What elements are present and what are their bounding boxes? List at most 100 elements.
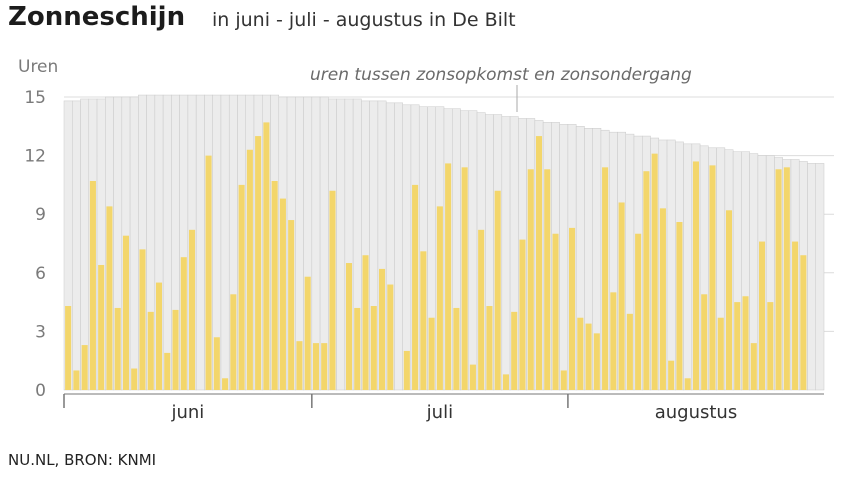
daylight-bar <box>559 124 569 391</box>
sunshine-bar <box>205 155 212 390</box>
daylight-bar <box>501 116 511 391</box>
sunshine-bar <box>783 167 790 390</box>
sunshine-bar <box>155 282 163 390</box>
annotation-text: uren tussen zonsopkomst en zonsondergang <box>310 65 692 85</box>
sunshine-bar <box>420 251 427 390</box>
sunshine-bar <box>775 169 782 390</box>
sunshine-bar <box>618 202 625 390</box>
sunshine-bar <box>271 180 278 390</box>
sunshine-bar <box>486 306 493 390</box>
sunshine-bar <box>436 206 443 390</box>
sunshine-bar <box>263 122 270 390</box>
sunshine-bar <box>222 378 229 390</box>
sunshine-bar <box>213 337 220 390</box>
sunshine-bar <box>676 222 683 390</box>
sunshine-bar <box>89 180 96 390</box>
sunshine-bar <box>651 153 658 390</box>
y-tick-label-9: 9 <box>35 205 46 225</box>
daylight-bar <box>195 94 205 391</box>
sunshine-bar <box>428 317 435 390</box>
axis-labels: 0 3 6 9 12 15 juni juli augustus <box>24 88 737 423</box>
sunshine-bar <box>701 294 708 390</box>
sunshine-bar <box>238 184 245 390</box>
sunshine-bar <box>345 263 353 390</box>
daylight-bar <box>815 163 825 391</box>
x-tick-label-juni: juni <box>170 402 204 423</box>
sunshine-bar <box>445 163 452 390</box>
x-tick-label-juli: juli <box>426 402 453 423</box>
sunshine-bar <box>502 374 509 390</box>
sunshine-bar <box>403 350 410 390</box>
sunshine-bar <box>469 364 476 390</box>
sunshine-bar <box>329 190 336 390</box>
sunshine-bar <box>73 370 80 390</box>
sunshine-bar <box>296 341 303 390</box>
sunshine-bar <box>172 309 179 390</box>
sunshine-bar <box>321 343 328 390</box>
y-tick-label-0: 0 <box>35 381 46 401</box>
daylight-bar <box>402 104 412 391</box>
sunshine-bar <box>552 233 559 390</box>
sunshine-bar <box>139 249 146 390</box>
x-axis <box>63 393 824 408</box>
sunshine-bar <box>412 184 419 390</box>
sunshine-bar <box>354 307 361 390</box>
sunshine-bar <box>742 296 749 390</box>
daylight-bar <box>336 98 346 391</box>
sunshine-bar <box>255 136 262 390</box>
daylight-bar <box>162 94 172 391</box>
sunshine-bar-chart: 0 3 6 9 12 15 juni juli augustus Uren uren tusse… <box>18 57 834 423</box>
y-tick-label-15: 15 <box>24 88 46 108</box>
sunshine-bar <box>81 345 88 390</box>
sunshine-bar <box>585 323 592 390</box>
sunshine-bar <box>725 210 733 390</box>
x-tick-label-augustus: augustus <box>655 402 738 423</box>
sunshine-bar <box>494 190 501 390</box>
sunshine-bar <box>98 264 105 390</box>
daylight-bar <box>468 110 478 391</box>
sunshine-bar <box>453 307 460 390</box>
sunshine-bar <box>131 368 138 390</box>
sunshine-bar <box>668 360 675 390</box>
daylight-bar <box>72 100 81 391</box>
sunshine-bar <box>189 229 196 390</box>
sunshine-bar <box>659 208 666 390</box>
sunshine-bar <box>304 276 311 390</box>
y-tick-label-3: 3 <box>35 322 46 342</box>
sunshine-bar <box>147 311 154 390</box>
daylight-bar <box>394 102 403 391</box>
sunshine-bar <box>577 317 584 390</box>
sunshine-bar <box>717 317 724 390</box>
sunshine-bar <box>692 161 699 390</box>
sunshine-hours-series <box>65 122 807 390</box>
sunshine-bar <box>478 229 485 390</box>
sunshine-bar <box>246 149 253 390</box>
sunshine-bar <box>602 167 609 390</box>
chart-title: Zonneschijn <box>8 2 186 32</box>
sunshine-bar <box>527 169 534 390</box>
y-tick-label-6: 6 <box>35 264 46 284</box>
sunshine-bar <box>635 233 642 390</box>
sunshine-bar <box>560 370 567 390</box>
sunshine-bar <box>230 294 237 390</box>
sunshine-bar <box>800 255 807 390</box>
sunshine-bar <box>180 257 187 390</box>
sunshine-bar <box>792 241 799 390</box>
sunshine-bar <box>734 302 741 390</box>
sunshine-bar <box>370 306 377 390</box>
sunshine-bar <box>593 333 600 390</box>
sunshine-bar <box>535 136 543 390</box>
sunshine-bar <box>684 378 691 390</box>
daylight-bar <box>220 94 230 391</box>
sunshine-bar <box>511 311 518 390</box>
sunshine-bar <box>288 220 295 390</box>
sunshine-bar <box>519 239 526 390</box>
sunshine-bar <box>379 268 386 390</box>
sunshine-bar <box>750 343 757 390</box>
sunshine-bar <box>122 235 129 390</box>
sunshine-bar <box>643 171 650 390</box>
sunshine-bar <box>610 292 617 390</box>
sunshine-bar <box>106 206 113 390</box>
sunshine-bar <box>544 169 551 390</box>
sunshine-bar <box>709 165 716 390</box>
